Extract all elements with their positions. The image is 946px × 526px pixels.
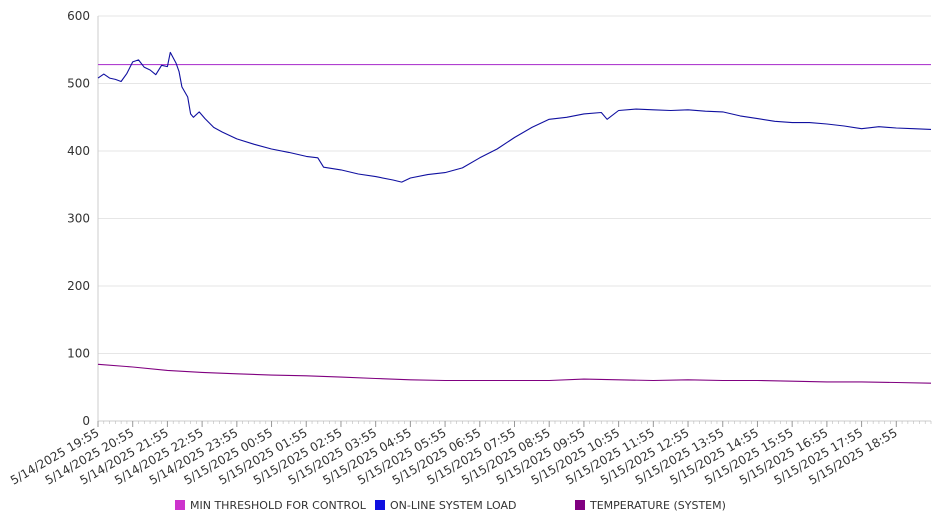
y-tick-label: 0: [82, 414, 90, 428]
legend-label: ON-LINE SYSTEM LOAD: [390, 499, 516, 512]
y-tick-label: 600: [67, 9, 90, 23]
gridlines: [98, 15, 931, 354]
y-tick-label: 200: [67, 279, 90, 293]
series-line-temperature: [97, 363, 932, 384]
legend-label: TEMPERATURE (SYSTEM): [589, 499, 726, 512]
legend: MIN THRESHOLD FOR CONTROL ON-LINE SYSTEM …: [175, 499, 726, 512]
y-tick-label: 100: [67, 347, 90, 361]
legend-swatch: [375, 500, 385, 510]
x-axis: 5/14/2025 19:555/14/2025 20:555/14/2025 …: [8, 420, 932, 488]
series-layer: [97, 51, 932, 384]
series-line-system-load: [97, 51, 932, 183]
y-tick-label: 500: [67, 77, 90, 91]
y-tick-label: 400: [67, 144, 90, 158]
y-tick-label: 300: [67, 212, 90, 226]
legend-label: MIN THRESHOLD FOR CONTROL: [190, 499, 367, 512]
legend-swatch: [175, 500, 185, 510]
y-axis: 0 100 200 300 400 500 600: [67, 9, 99, 428]
legend-swatch: [575, 500, 585, 510]
